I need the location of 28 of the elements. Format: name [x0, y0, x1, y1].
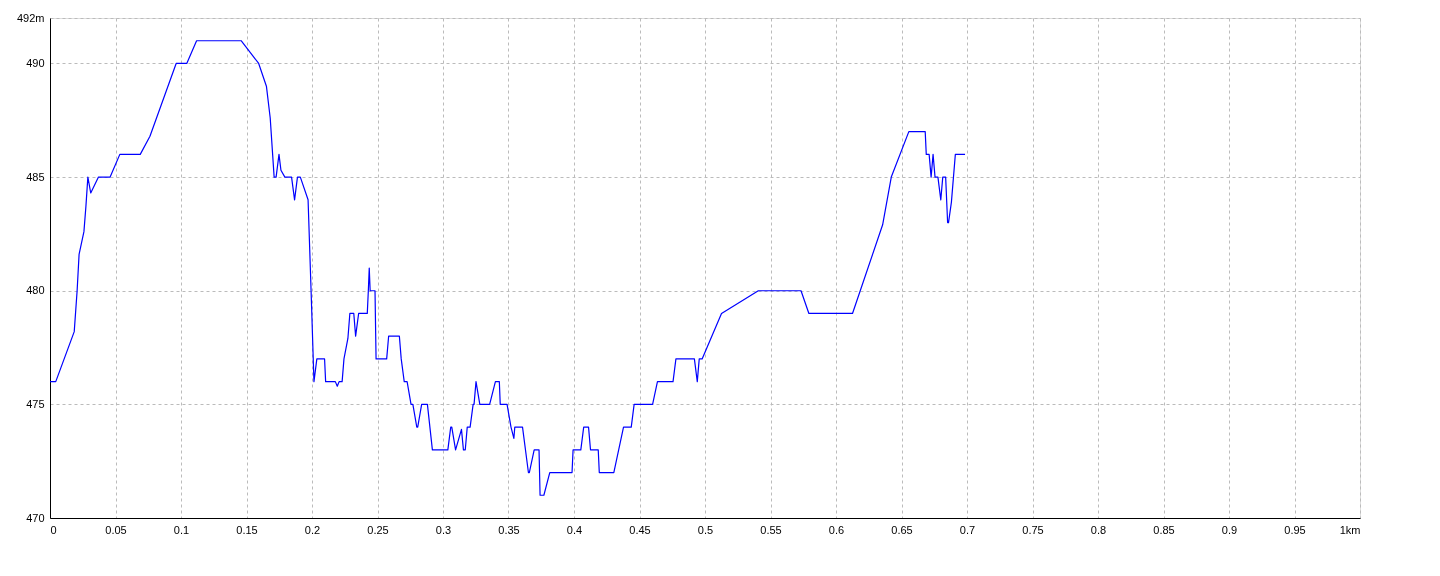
x-tick-label: 0.45 [629, 523, 651, 536]
x-tick-label: 0.4 [566, 523, 583, 536]
x-tick-label: 0.6 [828, 523, 845, 536]
x-tick-label: 0.25 [367, 523, 389, 536]
x-tick-label: 0.9 [1221, 523, 1238, 536]
y-tick-label: 492m [16, 11, 45, 24]
y-tick-label: 490 [26, 56, 45, 69]
x-tick-label: 0.1 [173, 523, 190, 536]
line-series [49, 40, 966, 496]
y-tick-label: 485 [26, 170, 45, 183]
x-tick-label: 0.35 [498, 523, 520, 536]
y-tick-label: 475 [26, 397, 45, 410]
x-tick-label: 0.8 [1090, 523, 1107, 536]
x-tick-label: 0.95 [1284, 523, 1306, 536]
x-tick-label: 0.85 [1153, 523, 1175, 536]
x-tick-label: 0.75 [1022, 523, 1044, 536]
x-tick-label: 0.2 [304, 523, 321, 536]
x-tick-label: 0 [50, 523, 57, 536]
x-tick-label: 1km [1339, 523, 1361, 536]
x-tick-label: 0.7 [959, 523, 976, 536]
x-tick-label: 0.5 [697, 523, 714, 536]
x-tick-label: 0.65 [891, 523, 913, 536]
y-tick-label: 480 [26, 284, 45, 297]
y-tick-label: 470 [26, 511, 45, 524]
x-tick-label: 0.05 [105, 523, 127, 536]
x-tick-label: 0.15 [236, 523, 258, 536]
x-tick-label: 0.55 [760, 523, 782, 536]
x-tick-label: 0.3 [435, 523, 452, 536]
